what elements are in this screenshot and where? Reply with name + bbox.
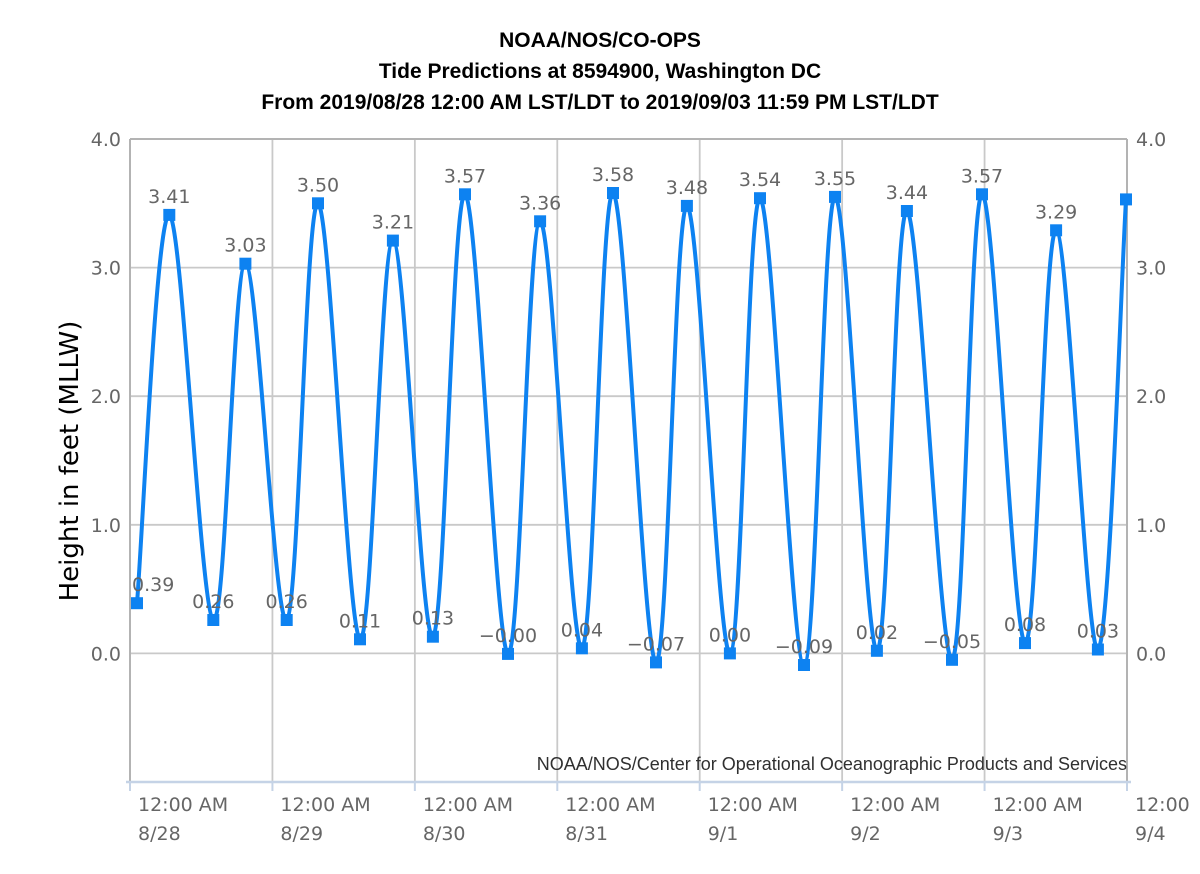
data-point-label: 3.57 xyxy=(444,165,486,187)
data-point-label: 0.02 xyxy=(856,622,898,644)
x-tick-time-label: 12:00 AM xyxy=(423,794,513,816)
data-point-label: −0.09 xyxy=(775,636,833,658)
data-point-label: 3.29 xyxy=(1035,201,1077,223)
data-point-label: 0.13 xyxy=(412,608,454,630)
data-point-marker xyxy=(239,257,252,270)
y-tick-label-right: 2.0 xyxy=(1136,386,1166,408)
data-point-marker xyxy=(280,614,293,626)
data-point-marker xyxy=(798,659,810,671)
x-tick-time-label: 12:00 AM xyxy=(280,794,370,816)
data-point-marker xyxy=(900,205,913,217)
data-point-marker xyxy=(459,188,471,201)
x-tick-time-label: 12:00 AM xyxy=(138,794,228,816)
data-point-label: −0.07 xyxy=(627,633,685,655)
data-point-marker xyxy=(1050,224,1063,237)
data-point-marker xyxy=(534,215,547,228)
chart-header: NOAA/NOS/CO-OPS Tide Predictions at 8594… xyxy=(0,25,1200,118)
data-point-label: 0.08 xyxy=(1004,614,1046,636)
data-point-marker xyxy=(575,642,588,655)
chart-title-line3: From 2019/08/28 12:00 AM LST/LDT to 2019… xyxy=(261,91,939,114)
y-tick-label-right: 4.0 xyxy=(1136,129,1166,151)
attribution-text: NOAA/NOS/Center for Operational Oceanogr… xyxy=(536,754,1127,774)
y-tick-label-left: 1.0 xyxy=(91,515,121,537)
chart-title-line2: Tide Predictions at 8594900, Washington … xyxy=(378,60,822,83)
data-point-marker xyxy=(207,614,220,626)
x-tick-time-label: 12:00 AM xyxy=(565,794,655,816)
data-point-label: 3.57 xyxy=(961,165,1003,187)
data-point-marker xyxy=(386,234,399,247)
data-point-marker xyxy=(1091,643,1104,656)
data-point-marker xyxy=(650,656,662,669)
tide-curve xyxy=(135,190,1128,667)
data-point-label: 0.26 xyxy=(266,591,308,613)
data-point-label: 3.58 xyxy=(592,164,634,186)
data-point-marker xyxy=(131,597,143,610)
y-tick-label-left: 3.0 xyxy=(91,258,121,280)
data-point-label: 0.00 xyxy=(709,624,751,646)
data-point-marker xyxy=(607,187,619,199)
x-tick-date-label: 9/4 xyxy=(1135,823,1166,845)
data-point-label: 0.04 xyxy=(561,619,603,641)
data-point-marker xyxy=(870,644,883,657)
data-point-label: 3.21 xyxy=(372,212,414,234)
x-tick-date-label: 9/3 xyxy=(993,823,1024,845)
data-point-label: 3.55 xyxy=(814,168,856,190)
data-point-label: 0.03 xyxy=(1077,621,1119,643)
data-point-label: 0.39 xyxy=(132,574,174,596)
y-tick-label-right: 1.0 xyxy=(1136,515,1166,537)
y-tick-label-right: 0.0 xyxy=(1136,643,1166,665)
data-point-marker xyxy=(946,653,958,666)
data-point-marker xyxy=(163,208,176,221)
data-point-label: −0.00 xyxy=(479,625,537,647)
data-point-marker xyxy=(1019,637,1031,650)
x-tick-date-label: 8/29 xyxy=(280,823,323,845)
data-point-marker xyxy=(312,197,324,210)
data-point-marker xyxy=(502,647,514,660)
data-point-label: 3.50 xyxy=(297,174,339,196)
data-point-label: −0.05 xyxy=(923,631,981,653)
y-tick-label-right: 3.0 xyxy=(1136,258,1166,280)
y-tick-label-left: 2.0 xyxy=(91,386,121,408)
data-point-marker xyxy=(754,192,766,205)
data-point-label: 3.54 xyxy=(739,169,781,191)
data-point-label: 0.11 xyxy=(339,610,381,632)
x-tick-date-label: 8/30 xyxy=(423,823,466,845)
x-tick-date-label: 8/28 xyxy=(138,823,181,845)
data-point-label: 3.36 xyxy=(519,192,561,214)
x-tick-date-label: 9/2 xyxy=(850,823,881,845)
x-tick-date-label: 9/1 xyxy=(708,823,739,845)
x-tick-time-label: 12:00 xyxy=(1135,794,1190,816)
data-point-label: 3.41 xyxy=(148,186,190,208)
x-tick-time-label: 12:00 AM xyxy=(993,794,1083,816)
chart-title-line1: NOAA/NOS/CO-OPS xyxy=(499,29,701,52)
data-point-label: 3.44 xyxy=(886,182,928,204)
y-tick-label-left: 4.0 xyxy=(91,129,121,151)
data-point-marker xyxy=(976,188,988,201)
data-point-marker xyxy=(723,647,736,660)
data-point-label: 3.03 xyxy=(224,235,266,257)
data-point-label: 0.26 xyxy=(192,591,234,613)
x-tick-time-label: 12:00 AM xyxy=(708,794,798,816)
x-tick-date-label: 8/31 xyxy=(565,823,608,845)
data-point-label: 3.48 xyxy=(666,177,708,199)
data-point-marker xyxy=(426,630,439,643)
data-point-marker xyxy=(829,190,841,203)
data-point-marker xyxy=(354,633,366,646)
y-tick-label-left: 0.0 xyxy=(91,643,121,665)
data-point-marker xyxy=(1120,193,1132,206)
data-point-marker xyxy=(680,199,693,212)
x-tick-time-label: 12:00 AM xyxy=(850,794,940,816)
